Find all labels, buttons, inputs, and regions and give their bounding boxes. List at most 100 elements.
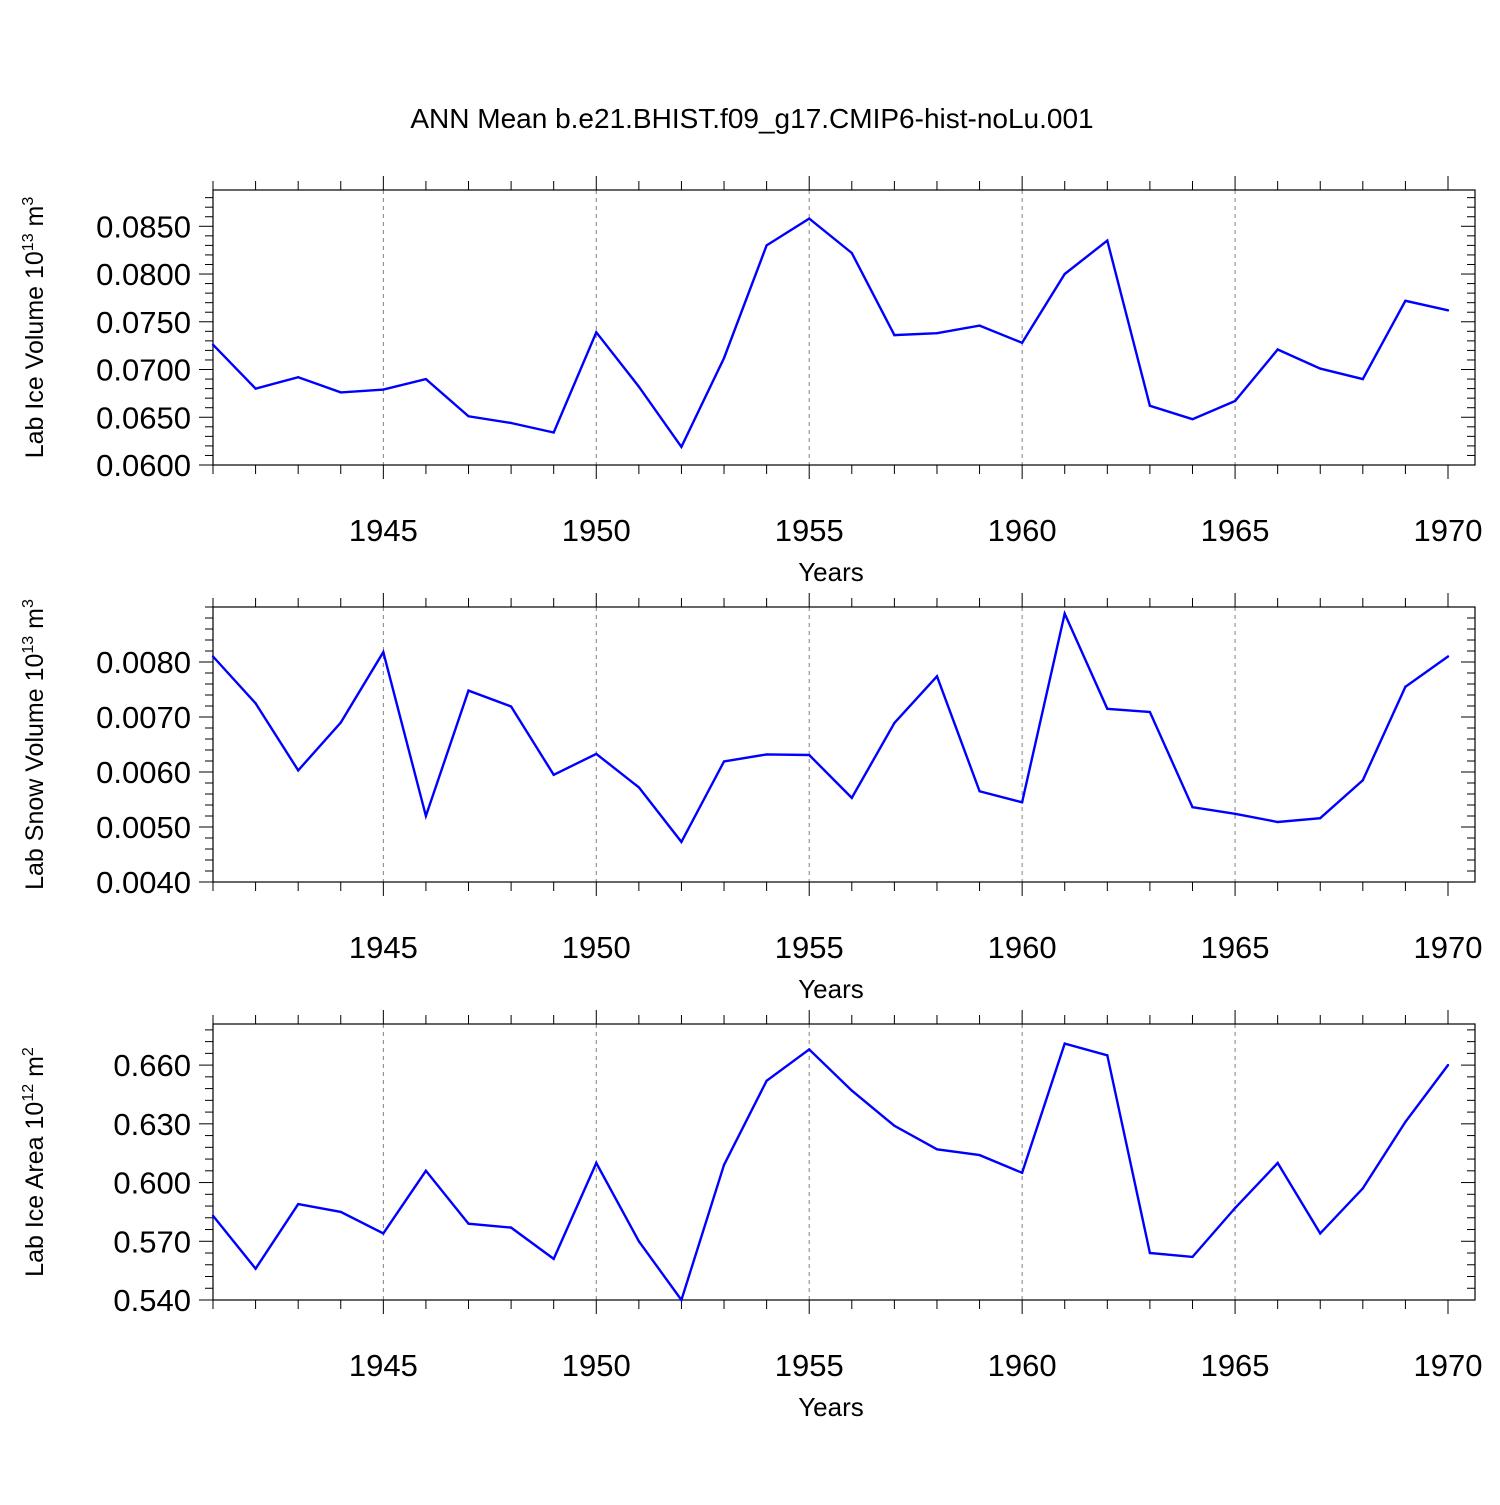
panel-2-data-point	[850, 796, 853, 800]
panel-3-y-tick-label: 0.660	[113, 1048, 191, 1083]
panel-2-y-axis-label-part: Lab Snow Volume 10	[21, 654, 49, 890]
panel-1-x-tick-label: 1970	[1414, 513, 1483, 548]
panel-2-y-tick-label: 0.0050	[96, 810, 191, 845]
panel-1-data-point	[509, 421, 513, 425]
panel-3-y-axis-label-sup: 2	[20, 1047, 37, 1056]
panel-1-x-tick-label: 1960	[988, 513, 1057, 548]
panel-2-data-point	[637, 786, 641, 789]
panel-3-y-tick-label: 0.600	[113, 1166, 191, 1201]
panel-3-data-point	[1361, 1187, 1365, 1190]
panel-3-y-axis-label: Lab Ice Area 1012 m2	[20, 1047, 49, 1277]
panel-2-data-point	[552, 773, 555, 776]
panel-1-data-point	[978, 324, 981, 327]
panel-1-data-point	[1020, 341, 1024, 344]
panel-1-y-axis-label-sup: 3	[20, 197, 37, 206]
panel-1-y-tick-label: 0.0800	[96, 257, 191, 292]
panel-1-data-point	[1361, 377, 1365, 381]
panel-2-frame	[212, 606, 1476, 883]
panel-1-data-point	[254, 387, 257, 390]
panel-1-data-point	[552, 431, 555, 434]
panel-2-data-point	[296, 769, 300, 772]
panel-3-series-line	[212, 1042, 1449, 1303]
panel-2-data-point	[254, 702, 257, 705]
panel-1-y-tick-label: 0.0600	[96, 448, 191, 483]
panel-2-data-point	[1361, 779, 1365, 782]
panel-1-x-tick-label: 1955	[775, 513, 844, 548]
panel-1-y-axis-label-part: m	[21, 206, 49, 234]
panel-3-data-point	[509, 1226, 513, 1229]
panel-3-data-point	[680, 1298, 683, 1302]
panel-2-y-tick-label: 0.0040	[96, 865, 191, 900]
panel-2-data-point	[424, 814, 428, 818]
panel-2-y-axis-label: Lab Snow Volume 1013 m3	[20, 599, 49, 890]
panel-3-x-tick-label: 1955	[775, 1348, 844, 1383]
panel-3-data-point	[850, 1089, 853, 1092]
panel-3-data-point	[1106, 1054, 1109, 1057]
panel-3-data-point	[1020, 1171, 1024, 1174]
panel-1-data-point	[935, 332, 939, 335]
panel-1-data-point	[1148, 404, 1152, 407]
panel-2-y-axis-label-sup: 13	[20, 636, 37, 654]
panel-1-data-point	[339, 391, 342, 394]
panel-1-y-tick-label: 0.0650	[96, 400, 191, 435]
panel-1: 0.0600 0.0650 0.0700 0.0750 0.0800 0.0850 1945…	[20, 176, 1482, 587]
panel-3-data-point	[552, 1257, 555, 1261]
panel-2-y-tick-label: 0.0060	[96, 755, 191, 790]
panel-3-data-point	[254, 1267, 257, 1270]
panel-1-y-axis-label: Lab Ice Volume 1013 m3	[20, 197, 49, 459]
panel-1-data-point	[722, 356, 726, 360]
panel-3-x-tick-label: 1950	[562, 1348, 631, 1383]
panel-3-y-tick-label: 0.570	[113, 1224, 191, 1259]
panel-1-y-axis-label-part: Lab Ice Volume 10	[21, 251, 49, 458]
panel-2-data-point	[1276, 820, 1279, 824]
panel-2-data-point	[978, 790, 981, 793]
panel-3-x-tick-label: 1965	[1201, 1348, 1270, 1383]
panel-2-data-point	[1148, 710, 1152, 714]
panel-3-x-axis-label: Years	[798, 1392, 864, 1422]
panel-1-y-tick-label: 0.0750	[96, 305, 191, 340]
panel-1-data-point	[296, 375, 300, 379]
panel-3-data-point	[978, 1153, 981, 1157]
panel-3-y-axis-label-sup: 12	[20, 1084, 37, 1102]
panel-3-y-axis-label-part: m	[21, 1056, 49, 1084]
panel-1-y-tick-label: 0.0850	[96, 209, 191, 244]
panel-1-data-point	[1319, 367, 1322, 370]
panel-1-data-point	[1404, 299, 1407, 302]
panel-2-data-point	[1191, 806, 1194, 809]
panel-2-data-point	[722, 760, 726, 763]
panel-3-data-point	[1148, 1251, 1152, 1255]
panel-3-data-point	[1276, 1161, 1279, 1165]
panel-3-data-point	[595, 1161, 598, 1165]
panel-2-data-point	[1020, 801, 1024, 804]
panel-1-data-point	[595, 331, 598, 334]
panel-1-data-point	[808, 217, 811, 220]
panel-3-x-tick-label: 1970	[1414, 1348, 1483, 1383]
panel-3-y-tick-label: 0.630	[113, 1107, 191, 1142]
panel-2-data-point	[808, 753, 811, 757]
panel-3-data-point	[1404, 1120, 1407, 1124]
panel-2-data-point	[1319, 817, 1322, 820]
panel-2-data-point	[893, 721, 896, 725]
panel-1-data-point	[1233, 399, 1237, 403]
panel-3-data-point	[382, 1232, 385, 1235]
panel-1-x-tick-label: 1950	[562, 513, 631, 548]
panel-1-data-point	[467, 415, 470, 418]
panel-2-data-point	[1063, 612, 1066, 615]
panel-3-data-point	[424, 1169, 428, 1173]
panel-3-data-point	[808, 1048, 811, 1051]
panel-3-x-tick-label: 1945	[349, 1348, 418, 1383]
panel-1-x-tick-label: 1965	[1201, 513, 1270, 548]
panel-3-data-point	[1446, 1063, 1450, 1067]
panel-1-x-axis-label: Years	[798, 557, 864, 587]
panel-2-data-point	[680, 840, 683, 844]
panel-3-data-point	[935, 1148, 939, 1151]
panel-2-data-point	[765, 753, 768, 756]
panel-2-data-point	[509, 705, 513, 708]
panel-3-data-point	[637, 1240, 641, 1243]
panel-1-data-point	[1063, 272, 1066, 276]
panel-3: 0.540 0.570 0.600 0.630 0.660 1945 1950 1955 196…	[20, 1010, 1482, 1422]
panel-2-y-tick-label: 0.0070	[96, 700, 191, 735]
panel-1-x-tick-label: 1945	[349, 513, 418, 548]
